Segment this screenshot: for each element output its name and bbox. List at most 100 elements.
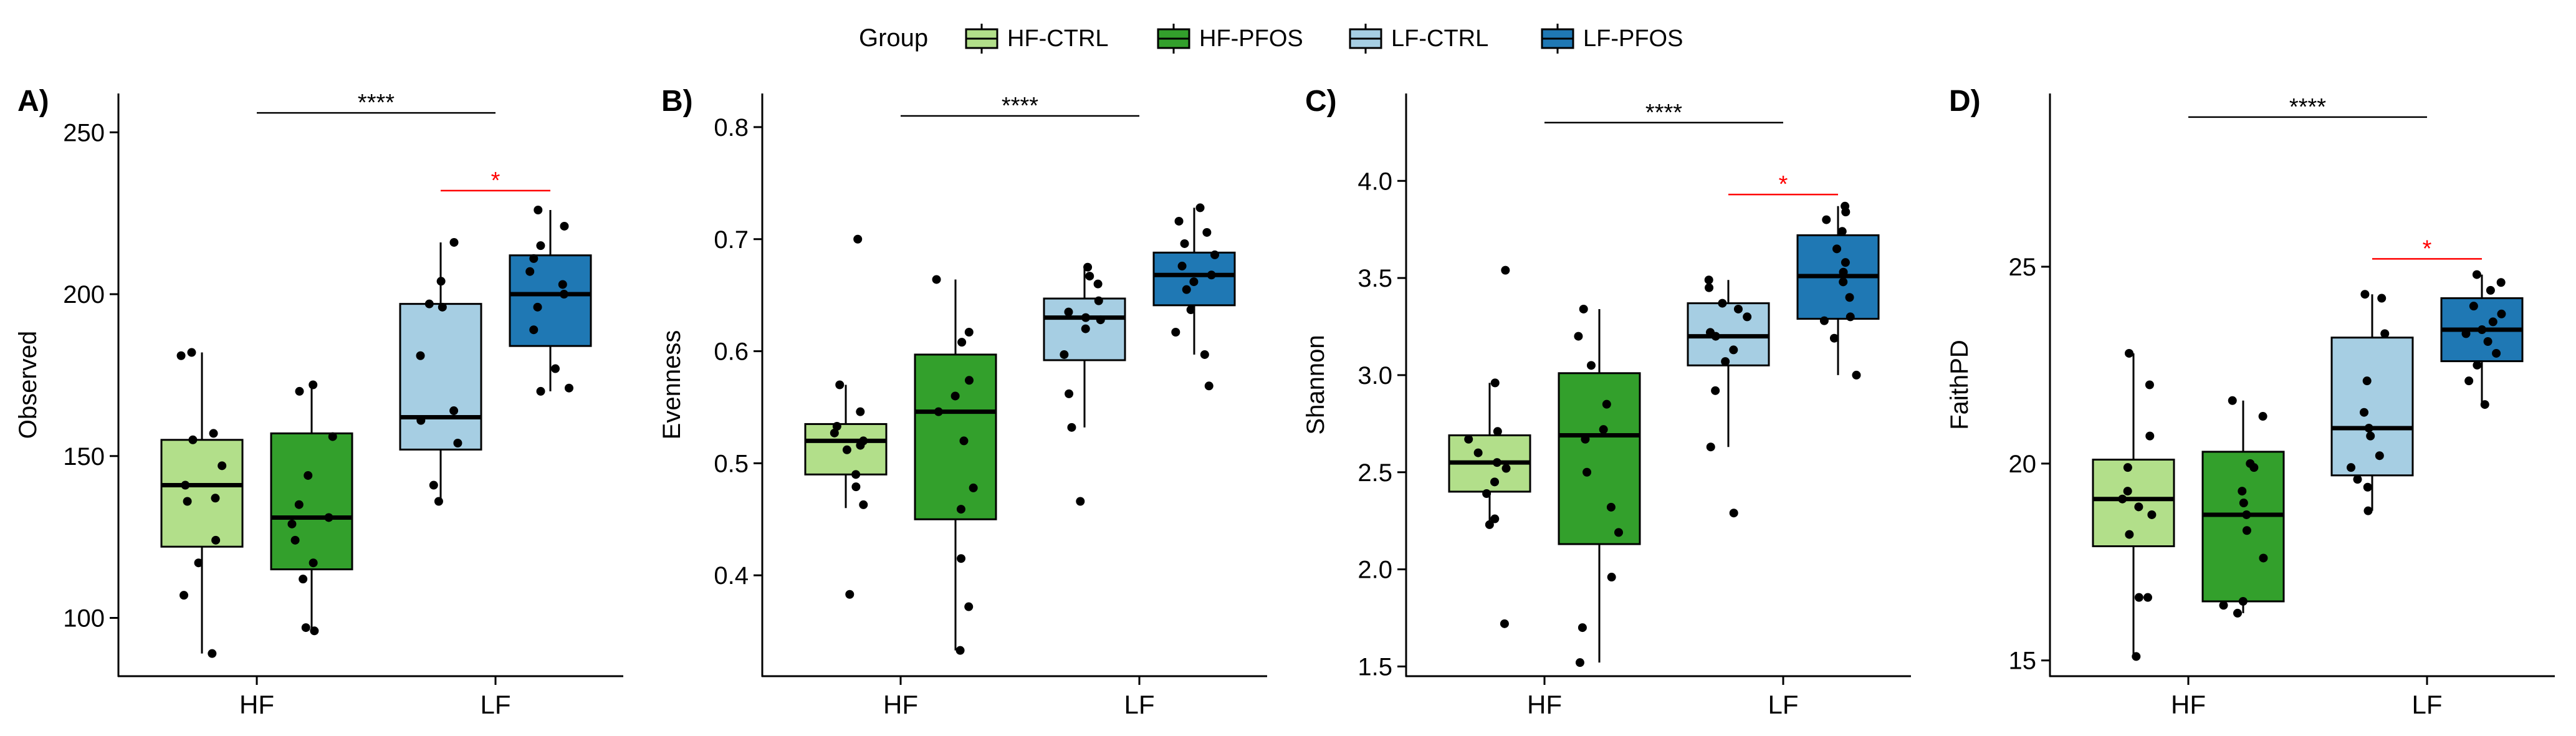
data-point (851, 470, 861, 479)
y-axis-label: Evenness (658, 330, 686, 440)
significance-label: * (1779, 171, 1788, 198)
data-point (559, 290, 568, 299)
panel-a: A) Observed 100 150 200 250 HF LF **** * (0, 75, 623, 729)
data-point (2469, 302, 2478, 311)
data-point (2258, 412, 2267, 421)
box-iqr (1558, 372, 1641, 545)
data-point (932, 275, 941, 284)
significance-label: **** (1002, 93, 1038, 119)
data-point (1182, 285, 1191, 294)
data-point (2219, 601, 2228, 610)
data-point (1464, 434, 1473, 444)
x-tick-label-lf: LF (2411, 690, 2442, 719)
data-point (287, 519, 297, 528)
box-lf-pfos (2440, 270, 2524, 409)
data-point (1578, 623, 1587, 633)
data-point (1195, 203, 1205, 213)
data-point (2118, 494, 2127, 504)
y-tick-label: 0.8 (714, 114, 749, 141)
data-point (955, 646, 965, 655)
data-point (1076, 497, 1085, 506)
data-point (1180, 239, 1189, 248)
data-point (1485, 520, 1494, 529)
y-tick-label: 3.5 (1357, 265, 1392, 292)
data-point (1174, 216, 1184, 226)
data-point (2246, 459, 2255, 468)
y-tick-label: 20 (2009, 451, 2037, 478)
data-point (2461, 329, 2471, 338)
data-point (859, 500, 868, 509)
data-point (1490, 514, 1500, 523)
data-point (1599, 425, 1608, 434)
box-lf-ctrl (399, 237, 482, 506)
data-point (1729, 345, 1738, 355)
y-axis-label: Observed (14, 331, 42, 439)
data-point (1186, 305, 1195, 315)
data-point (1614, 528, 1623, 537)
data-point (1819, 316, 1829, 325)
panel-label: B) (661, 85, 693, 118)
y-tick-label: 2.0 (1357, 557, 1392, 584)
x-tick-label-hf: HF (2171, 690, 2206, 719)
data-point (2134, 593, 2143, 602)
significance-annotation: **** (2188, 94, 2427, 120)
significance-annotation: **** (257, 90, 496, 116)
panel-label: D) (1949, 85, 1981, 118)
data-point (1602, 399, 1611, 409)
data-point (2143, 593, 2152, 602)
data-point (2242, 510, 2251, 519)
data-point (564, 383, 573, 393)
data-point (1579, 304, 1588, 313)
data-point (2486, 285, 2495, 295)
data-point (304, 471, 313, 480)
y-tick-label: 1.5 (1357, 653, 1392, 681)
data-point (2473, 360, 2482, 370)
data-point (2464, 376, 2474, 386)
data-point (1189, 277, 1199, 287)
data-point (218, 461, 227, 471)
data-point (1852, 370, 1861, 380)
data-point (1743, 312, 1752, 322)
data-point (959, 436, 969, 446)
data-point (2134, 502, 2143, 512)
data-point (2483, 337, 2492, 346)
data-point (950, 391, 960, 401)
panel-c: C) Shannon 1.5 2.0 2.5 3.0 3.5 4.0 HF LF **** * (1288, 75, 1911, 729)
box-iqr (2330, 337, 2414, 477)
data-point (1733, 304, 1743, 313)
data-point (1607, 573, 1616, 582)
data-point (1094, 296, 1103, 305)
data-point (2145, 380, 2154, 390)
box-hf-ctrl (804, 234, 888, 599)
y-tick-label: 3.0 (1357, 362, 1392, 390)
data-point (309, 380, 318, 390)
data-point (328, 432, 337, 441)
data-point (2488, 317, 2497, 327)
significance-label: **** (2289, 94, 2326, 120)
y-tick-label: 25 (2009, 254, 2037, 281)
data-point (1846, 312, 1855, 322)
data-point (2125, 348, 2134, 358)
data-point (2259, 553, 2268, 563)
data-point (294, 500, 304, 509)
data-point (187, 348, 196, 357)
box-iqr (914, 353, 997, 520)
data-point (1500, 619, 1509, 628)
panel-b: B) Evenness 0.4 0.5 0.6 0.7 0.8 HF LF **** (644, 75, 1267, 729)
data-point (525, 267, 535, 276)
data-point (188, 435, 198, 444)
data-point (424, 299, 434, 308)
significance-annotation: **** (901, 93, 1139, 119)
y-tick-label: 0.6 (714, 338, 749, 366)
box-iqr (2201, 451, 2285, 603)
data-point (436, 277, 446, 286)
data-point (299, 575, 308, 584)
legend-label-hf-ctrl: HF-CTRL (1007, 26, 1109, 52)
data-point (2228, 396, 2237, 405)
data-point (1482, 489, 1491, 499)
data-point (208, 649, 217, 658)
data-point (1841, 258, 1850, 267)
